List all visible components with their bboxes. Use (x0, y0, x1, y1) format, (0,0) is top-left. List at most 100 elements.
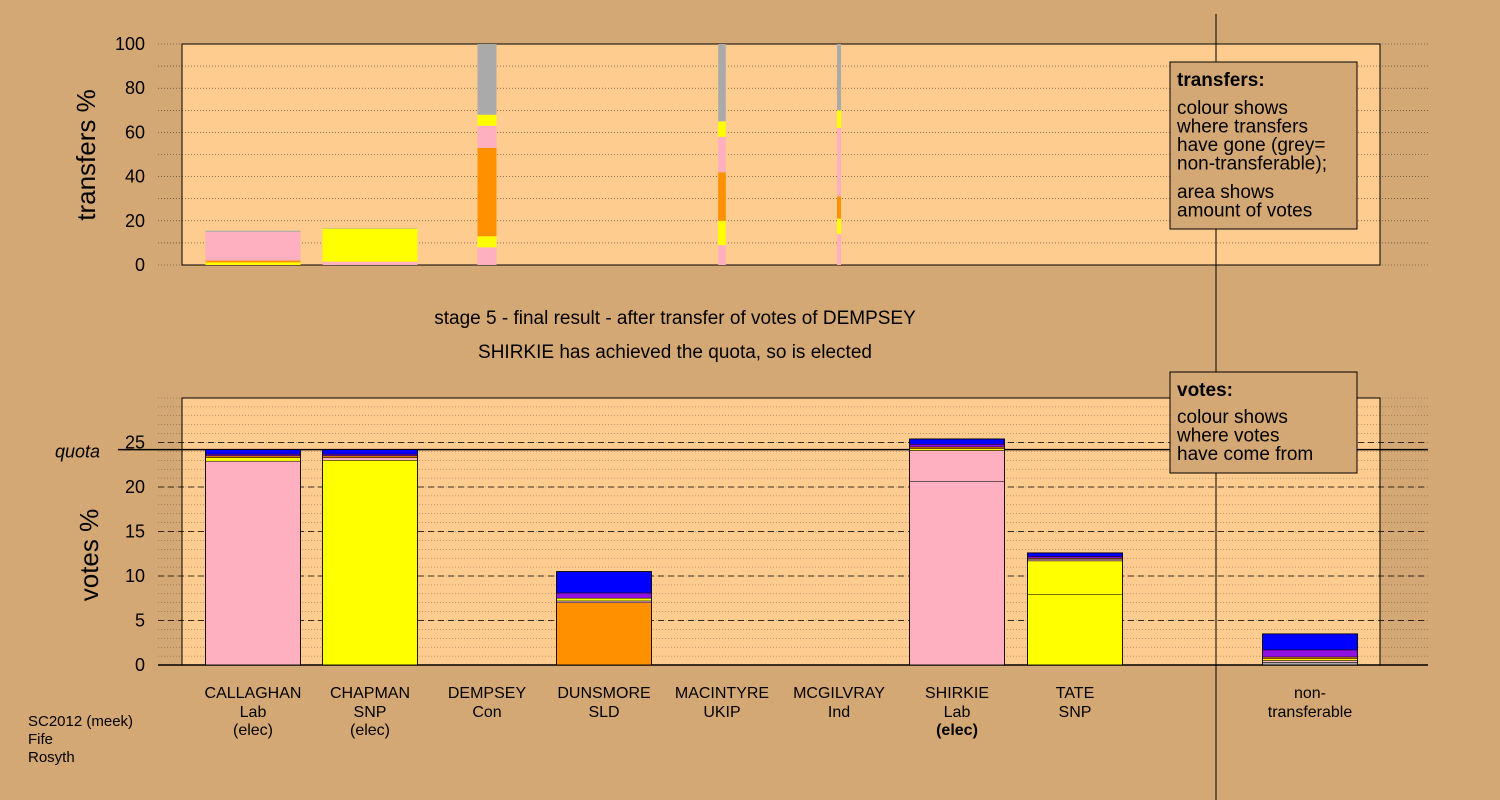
quota-label: quota (55, 442, 100, 462)
votes-tick-label: 0 (135, 655, 145, 675)
vote-segment-dunsmore (556, 592, 652, 599)
vote-bar-outline (205, 449, 301, 666)
votes-legend-line: where votes (1176, 426, 1279, 447)
transfers-legend-title: transfers: (1177, 70, 1265, 91)
votes-tick-label: 10 (125, 566, 145, 586)
vote-segment-callaghan (205, 460, 301, 666)
vote-segment-chapman (322, 457, 418, 461)
vote-segment-chapman (322, 449, 418, 455)
vote-bar-outline (1262, 633, 1358, 666)
votes-legend-title: votes: (1177, 380, 1233, 401)
transfer-segment-callaghan (205, 260, 301, 263)
vote-segment-shirkie (909, 446, 1005, 449)
transfer-segment-dempsey (477, 147, 497, 237)
vote-bar-outline (556, 571, 652, 666)
vote-segment-shirkie (909, 448, 1005, 451)
footer-line: Rosyth (28, 749, 75, 766)
candidate-status: (elec) (233, 722, 273, 739)
votes-legend-line: colour shows (1177, 407, 1288, 428)
transfer-segment-mcgilvray (837, 110, 841, 128)
candidate-name: CHAPMAN (330, 685, 410, 702)
vote-segment-non (1262, 649, 1358, 658)
transfer-segment-chapman (322, 228, 418, 262)
vote-segment-tate (1027, 594, 1123, 666)
vote-segment-non (1262, 633, 1358, 651)
transfer-segment-mcgilvray (837, 44, 841, 111)
transfer-segment-dempsey (477, 44, 497, 115)
vote-bar-outline (909, 438, 1005, 666)
vote-segment-non (1262, 658, 1358, 661)
footer-line: SC2012 (meek) (28, 713, 133, 730)
vote-segment-tate (1027, 558, 1123, 562)
vote-segment-dunsmore (556, 600, 652, 603)
vote-segment-dunsmore (556, 602, 652, 666)
transfer-segment-macintyre (718, 245, 726, 265)
transfer-segment-mcgilvray (837, 234, 841, 265)
vote-segment-dunsmore (556, 598, 652, 602)
candidate-name: MCGILVRAY (793, 685, 885, 702)
candidate-status: (elec) (936, 722, 978, 739)
transfers-legend-line: have gone (grey= (1177, 135, 1325, 156)
candidate-name: DUNSMORE (557, 685, 650, 702)
transfers-tick-label: 60 (125, 122, 145, 142)
votes-axis-title: votes % (74, 509, 104, 602)
candidate-party: Con (472, 704, 501, 721)
vote-segment-non (1262, 662, 1358, 666)
transfer-segment-dempsey (477, 236, 497, 248)
vote-segment-shirkie (909, 438, 1005, 445)
footer-line: Fife (28, 731, 53, 748)
candidate-name: non- (1294, 685, 1326, 702)
candidate-party: SNP (354, 704, 387, 721)
transfers-tick-label: 20 (125, 211, 145, 231)
transfer-segment-macintyre (718, 136, 726, 173)
transfer-segment-macintyre (718, 172, 726, 221)
transfer-segment-mcgilvray (837, 218, 841, 235)
transfer-segment-dempsey (477, 247, 497, 265)
vote-segment-non (1262, 656, 1358, 660)
candidate-party: Lab (240, 704, 267, 721)
vote-segment-chapman (322, 453, 418, 457)
transfers-tick-label: 80 (125, 78, 145, 98)
transfers-tick-label: 100 (115, 34, 145, 54)
transfers-legend-line: area shows (1177, 182, 1274, 203)
transfer-segment-macintyre (718, 121, 726, 137)
vote-segment-callaghan (205, 449, 301, 455)
candidate-name: CALLAGHAN (205, 685, 302, 702)
vote-segment-callaghan (205, 457, 301, 462)
candidate-name: SHIRKIE (925, 685, 989, 702)
vote-bar-outline (1027, 552, 1123, 666)
candidate-name: DEMPSEY (448, 685, 527, 702)
vote-segment-callaghan (205, 455, 301, 458)
transfer-segment-macintyre (718, 220, 726, 246)
transfers-legend-line: colour shows (1177, 98, 1288, 119)
stage-subtitle: SHIRKIE has achieved the quota, so is el… (478, 342, 872, 363)
votes-tick-label: 25 (125, 433, 145, 453)
vote-segment-dunsmore (556, 571, 652, 594)
vote-bar-outline (322, 449, 418, 666)
stage-title: stage 5 - final result - after transfer … (434, 308, 916, 329)
votes-legend-line: have come from (1177, 444, 1313, 465)
vote-segment-shirkie (909, 444, 1005, 448)
candidate-name: MACINTYRE (675, 685, 769, 702)
candidate-party: UKIP (703, 704, 740, 721)
transfer-segment-chapman (322, 261, 418, 265)
vote-segment-shirkie (909, 481, 1005, 666)
vote-segment-tate (1027, 560, 1123, 595)
transfers-legend-line: amount of votes (1177, 201, 1312, 222)
transfers-tick-label: 0 (135, 255, 145, 275)
votes-legend-box (1169, 371, 1358, 474)
transfer-segment-callaghan (205, 230, 301, 232)
transfer-segment-dempsey (477, 114, 497, 126)
transfer-segment-callaghan (205, 231, 301, 261)
vote-segment-tate (1027, 556, 1123, 559)
transfer-segment-mcgilvray (837, 196, 841, 219)
transfer-segment-dempsey (477, 125, 497, 148)
transfers-legend-line: where transfers (1176, 117, 1308, 138)
votes-tick-label: 5 (135, 611, 145, 631)
transfers-legend-box (1169, 61, 1358, 230)
candidate-party: transferable (1268, 704, 1353, 721)
transfer-segment-callaghan (205, 262, 301, 265)
vote-segment-non (1262, 660, 1358, 663)
